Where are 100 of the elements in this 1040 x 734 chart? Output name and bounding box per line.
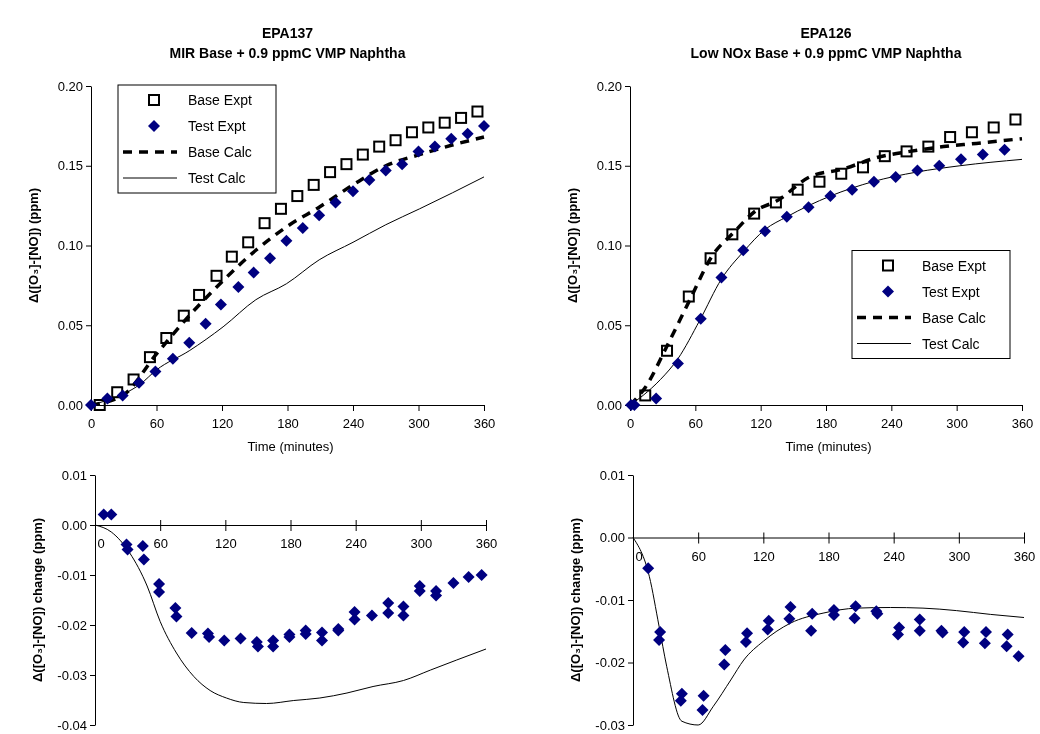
x-tick-label: 60 xyxy=(688,416,704,432)
point xyxy=(911,164,924,177)
point xyxy=(183,336,196,349)
y-axis-title: Δ([O₃]-[NO]) (ppm) xyxy=(565,188,580,303)
point xyxy=(913,613,926,626)
chart-title: EPA137 xyxy=(261,25,314,41)
point xyxy=(726,228,739,241)
x-tick-label: 360 xyxy=(1011,416,1034,432)
point xyxy=(478,119,490,132)
point xyxy=(848,612,861,625)
point xyxy=(274,202,287,215)
point xyxy=(133,376,146,389)
point xyxy=(857,161,870,174)
y-axis-title: Δ([O₃]-[NO]) (ppm) xyxy=(26,188,41,303)
point xyxy=(878,150,891,163)
point xyxy=(922,140,935,153)
x-tick-label: 0 xyxy=(97,536,105,552)
x-tick-label: 120 xyxy=(752,548,775,564)
point xyxy=(889,170,902,183)
point xyxy=(356,148,369,161)
point xyxy=(900,145,913,158)
x-tick-label: 120 xyxy=(214,536,237,552)
legend-label: Base Expt xyxy=(188,92,252,108)
point xyxy=(987,121,1000,134)
point xyxy=(1009,113,1022,126)
x-tick-label: 0 xyxy=(87,416,96,432)
point xyxy=(642,562,655,575)
point xyxy=(867,175,880,188)
point xyxy=(116,389,129,402)
point xyxy=(447,577,460,589)
point xyxy=(944,131,957,144)
point xyxy=(264,252,277,265)
point xyxy=(759,225,772,238)
x-tick-label: 180 xyxy=(815,416,838,432)
y-tick-label: 0.00 xyxy=(596,397,622,413)
point xyxy=(225,250,238,263)
x-tick-label: 0 xyxy=(626,416,635,432)
point xyxy=(185,627,198,639)
legend-label: Test Calc xyxy=(922,335,980,352)
point xyxy=(422,121,435,134)
point xyxy=(849,600,862,613)
point xyxy=(682,290,695,303)
y-tick-label: 0.01 xyxy=(61,467,87,483)
x-tick-label: 240 xyxy=(342,416,365,432)
point xyxy=(965,126,978,139)
y-tick-label: -0.03 xyxy=(57,667,87,683)
point xyxy=(455,111,468,124)
x-tick-label: 60 xyxy=(691,548,706,564)
point xyxy=(373,140,386,153)
y-axis-title: Δ([O₃]-[NO]) change (ppm) xyxy=(568,517,583,683)
point xyxy=(218,634,231,647)
point xyxy=(846,183,859,196)
point xyxy=(149,365,162,378)
y-tick-label: 0.01 xyxy=(599,467,625,483)
y-tick-label: 0.15 xyxy=(596,158,622,174)
x-tick-label: 300 xyxy=(948,548,971,564)
point xyxy=(382,597,395,609)
point xyxy=(169,602,182,614)
chart-subtitle: MIR Base + 0.9 ppmC VMP Naphtha xyxy=(169,45,406,61)
point xyxy=(143,351,156,364)
y-tick-label: 0.00 xyxy=(599,530,625,546)
point xyxy=(998,143,1011,156)
point xyxy=(976,148,989,161)
x-axis-title: Time (minutes) xyxy=(785,439,872,454)
point xyxy=(93,399,106,411)
point xyxy=(748,207,761,220)
point xyxy=(1000,640,1013,653)
legend-label: Test Expt xyxy=(922,283,980,300)
point xyxy=(741,627,754,640)
point xyxy=(382,607,395,619)
x-axis-title: Time (minutes) xyxy=(247,439,334,454)
y-tick-label: 0.10 xyxy=(596,238,622,254)
point xyxy=(461,127,474,140)
point xyxy=(696,704,709,716)
y-tick-label: 0.00 xyxy=(57,397,83,413)
point xyxy=(101,392,114,405)
point xyxy=(396,158,409,171)
point xyxy=(639,389,652,402)
point xyxy=(329,196,342,209)
point xyxy=(806,607,819,620)
chart-subtitle: Low NOx Base + 0.9 ppmC VMP Naphtha xyxy=(690,45,962,61)
chart-title: EPA126 xyxy=(800,25,852,41)
point xyxy=(471,105,484,118)
y-tick-label: 0.00 xyxy=(61,517,87,533)
legend-label: Test Calc xyxy=(188,170,246,186)
point xyxy=(978,637,991,650)
point xyxy=(85,399,97,411)
point xyxy=(762,614,775,627)
point xyxy=(813,175,826,188)
point xyxy=(405,126,418,139)
point xyxy=(933,159,946,172)
point xyxy=(111,386,124,399)
point xyxy=(136,540,149,552)
point xyxy=(805,624,818,637)
point xyxy=(718,658,731,671)
point xyxy=(389,134,402,147)
point xyxy=(307,178,320,191)
x-tick-label: 180 xyxy=(277,416,299,432)
point xyxy=(313,209,326,222)
point xyxy=(347,185,359,198)
